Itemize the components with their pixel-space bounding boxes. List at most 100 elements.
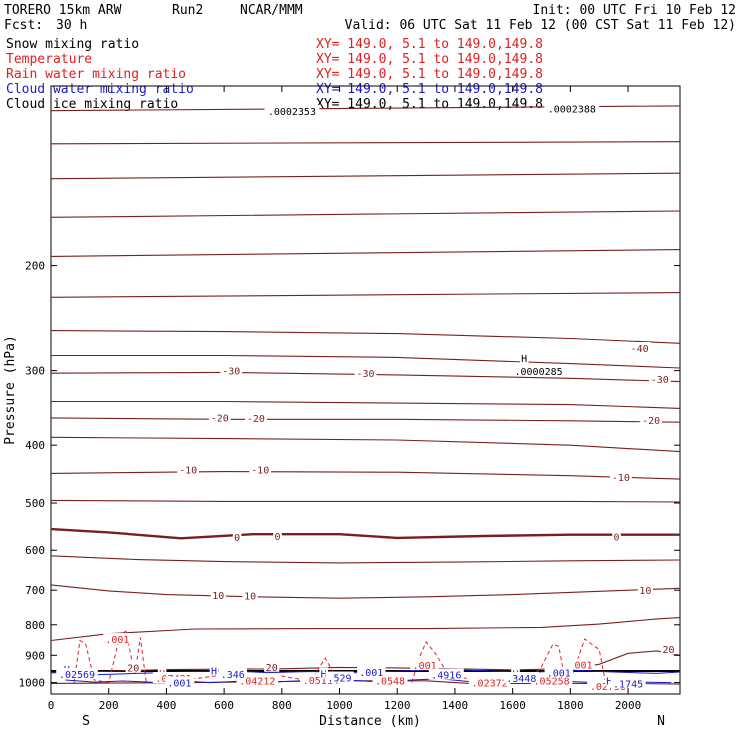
y-tick-label: 600 xyxy=(25,544,45,557)
temperature-contour xyxy=(50,650,681,674)
temperature-contour-label-background xyxy=(648,372,671,384)
y-tick-label: 300 xyxy=(25,365,45,378)
rain-contour-label-background xyxy=(236,674,279,686)
rain-contour-label-background xyxy=(103,633,132,645)
temperature-contours xyxy=(50,105,681,685)
rain-contour-label: .02372 xyxy=(472,679,508,690)
temperature-contour-label: 0 xyxy=(234,533,240,544)
temperature-contour-label-background xyxy=(232,530,242,542)
rain-contour-label: .04212 xyxy=(239,677,275,688)
rain-contour-label-background xyxy=(410,659,439,671)
rain-contour xyxy=(526,638,614,689)
temperature-contour-label-background xyxy=(208,411,231,423)
temperature-contour-label: -10 xyxy=(179,466,197,477)
rain-contour-label-background xyxy=(566,658,595,670)
rain-contour xyxy=(73,630,147,684)
cloud-water-contour-label-background xyxy=(544,666,573,678)
cloud-water-contour-label: H xyxy=(606,677,612,688)
temperature-contour-label-background xyxy=(612,530,621,542)
temperature-contour-label-background xyxy=(264,660,280,672)
y-tick-label: 400 xyxy=(25,439,45,452)
rain-contour-label: .02758 xyxy=(590,682,626,693)
cloud-water-contour-label-background xyxy=(325,671,354,683)
legend-xy-rain: XY= 149.0, 5.1 to 149.0,149.8 xyxy=(316,67,543,82)
x-tick-label: 1400 xyxy=(442,699,469,712)
legend-label-cloud-water: Cloud water mixing ratio xyxy=(6,82,194,97)
y-tick-label: 700 xyxy=(25,584,45,597)
snow-contour-label-background xyxy=(544,102,600,114)
temperature-contour xyxy=(50,555,681,564)
temperature-contour-label-background xyxy=(220,364,243,376)
temperature-contour-label-background xyxy=(660,643,677,655)
legend-label-rain: Rain water mixing ratio xyxy=(6,67,186,82)
x-tick-label: 400 xyxy=(156,699,176,712)
cloud-water-contour-label: .4916 xyxy=(431,671,461,682)
snow-contour-label: .0002353 xyxy=(268,107,316,118)
temperature-contour-label: -30 xyxy=(651,375,669,386)
temperature-contour xyxy=(50,141,681,145)
forecast-label: Fcst: xyxy=(4,18,43,33)
rain-contour-label: .05114 xyxy=(303,676,339,687)
cloud-water-contour-label-background xyxy=(319,667,328,679)
temperature-contour-label: -30 xyxy=(222,366,240,377)
temperature-contour-label: 20 xyxy=(662,645,674,656)
x-tick-label: 0 xyxy=(48,699,55,712)
legend: Snow mixing ratio XY= 149.0, 5.1 to 149.… xyxy=(6,37,543,112)
x-tick-label: 1200 xyxy=(384,699,411,712)
forecast-hours: 30 h xyxy=(56,18,87,33)
temperature-contour-label: -10 xyxy=(251,466,269,477)
temperature-contour-label: 20 xyxy=(127,664,139,675)
temperature-contour-label-background xyxy=(354,366,377,378)
cloud-water-contour-label-background xyxy=(605,674,614,686)
temperature-contour-label-background xyxy=(249,463,272,475)
snow-contour-label: .0002388 xyxy=(548,105,596,116)
temperature-contour xyxy=(50,371,681,383)
temperature-contour-label-background xyxy=(637,584,653,595)
cloud-water-contour-label: .529 xyxy=(327,674,351,685)
cloud-water-contour-label: .1745 xyxy=(613,679,643,690)
snow-contour-label-background xyxy=(519,352,529,364)
temperature-contour-label: 10 xyxy=(212,591,224,602)
x-tick-label: 600 xyxy=(214,699,234,712)
rain-contour-label: .001 xyxy=(105,635,129,646)
cloud-water-contour-label: .346 xyxy=(221,670,245,681)
cloud-water-contour-label-background xyxy=(357,666,386,678)
model-name: TORERO 15km ARW xyxy=(4,3,122,18)
x-tick-label: 1600 xyxy=(499,699,526,712)
y-axis-title: Pressure (hPa) xyxy=(3,335,18,445)
temperature-contour-label-background xyxy=(242,589,258,601)
temperature-contour-label-background xyxy=(210,589,226,601)
legend-label-cloud-ice: Cloud ice mixing ratio xyxy=(6,97,178,112)
temperature-contour-label-background xyxy=(640,414,662,426)
temperature-contour-label-background xyxy=(628,342,651,353)
y-tick-label: 800 xyxy=(25,619,45,632)
temperature-contour xyxy=(50,584,681,599)
temperature-contour-label: 0 xyxy=(613,532,619,543)
cloud-water-contour-label-background xyxy=(428,668,464,680)
temperature-contour-label: -40 xyxy=(631,344,649,355)
x-axis-title: Distance (km) xyxy=(319,714,421,729)
rain-contour-label-background xyxy=(372,674,408,686)
valid-time: Valid: 06 UTC Sat 11 Feb 12 (00 CST Sat … xyxy=(345,18,736,33)
rain-contour xyxy=(411,641,499,686)
temperature-contour-label: -20 xyxy=(247,414,265,425)
south-end-label: S xyxy=(82,714,90,729)
plot-frame xyxy=(50,85,681,695)
legend-xy-cloud-water: XY= 149.0, 5.1 to 149.0,149.8 xyxy=(316,82,543,97)
temperature-contour xyxy=(50,417,681,423)
temperature-contour xyxy=(50,172,681,180)
rain-contour-label-background xyxy=(300,674,342,686)
x-tick-label: 1000 xyxy=(326,699,353,712)
cloud-water-contour-label-background xyxy=(218,668,247,679)
cloud-water-contour-label-background xyxy=(209,664,219,676)
temperature-contour-label-background xyxy=(125,661,141,673)
y-tick-label: 200 xyxy=(25,260,45,273)
temperature-contour-label: 20 xyxy=(266,663,278,674)
temperature-contour xyxy=(50,330,681,344)
legend-label-temperature: Temperature xyxy=(6,52,92,67)
org-label: NCAR/MMM xyxy=(240,3,303,18)
cloud-water-contour-label: H xyxy=(211,667,217,678)
rain-contour-label: .001 xyxy=(568,661,592,672)
cloud-water-contour-label: .3448 xyxy=(506,674,536,685)
